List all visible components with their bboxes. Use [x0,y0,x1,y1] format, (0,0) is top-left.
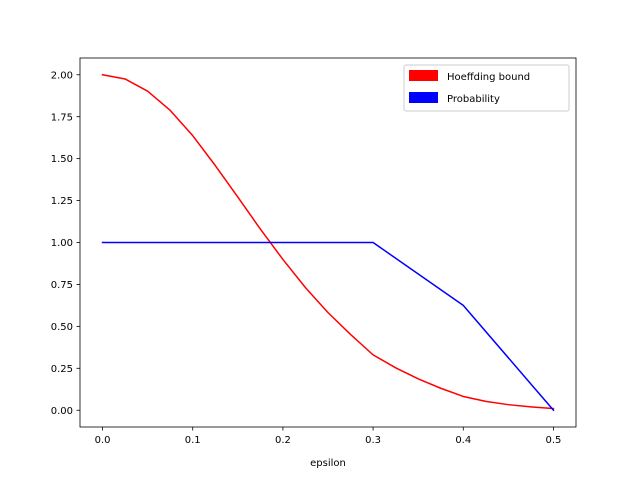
y-tick-label: 1.25 [51,196,73,207]
x-axis-label: epsilon [310,458,346,469]
x-tick-label: 0.1 [185,435,201,446]
y-tick-label: 0.00 [51,406,73,417]
legend-swatch [409,92,438,103]
legend-swatch [409,70,438,81]
legend-entry-label: Probability [447,94,500,105]
y-tick-label: 1.75 [51,112,73,123]
legend-box [403,64,570,112]
x-tick-label: 0.0 [95,435,111,446]
y-tick-label: 2.00 [51,70,73,81]
series-layer [101,73,555,412]
y-tick-label: 0.75 [51,280,73,291]
y-axis: 0.00 0.25 0.50 0.75 1.00 1.25 1.50 1.75 2.00 [51,70,80,417]
x-tick-label: 0.2 [275,435,291,446]
y-tick-label: 1.50 [51,154,73,165]
x-tick-label: 0.3 [365,435,381,446]
series-line-1 [101,73,555,410]
y-tick-label: 0.50 [51,322,73,333]
x-axis: 0.0 0.1 0.2 0.3 0.4 0.5 [95,427,562,446]
x-tick-label: 0.4 [455,435,471,446]
series-line-2 [101,241,555,412]
legend: Hoeffding bound Probability [403,64,570,112]
y-tick-label: 1.00 [51,238,73,249]
y-tick-label: 0.25 [51,364,73,375]
legend-entry-label: Hoeffding bound [447,72,530,83]
x-tick-label: 0.5 [546,435,562,446]
